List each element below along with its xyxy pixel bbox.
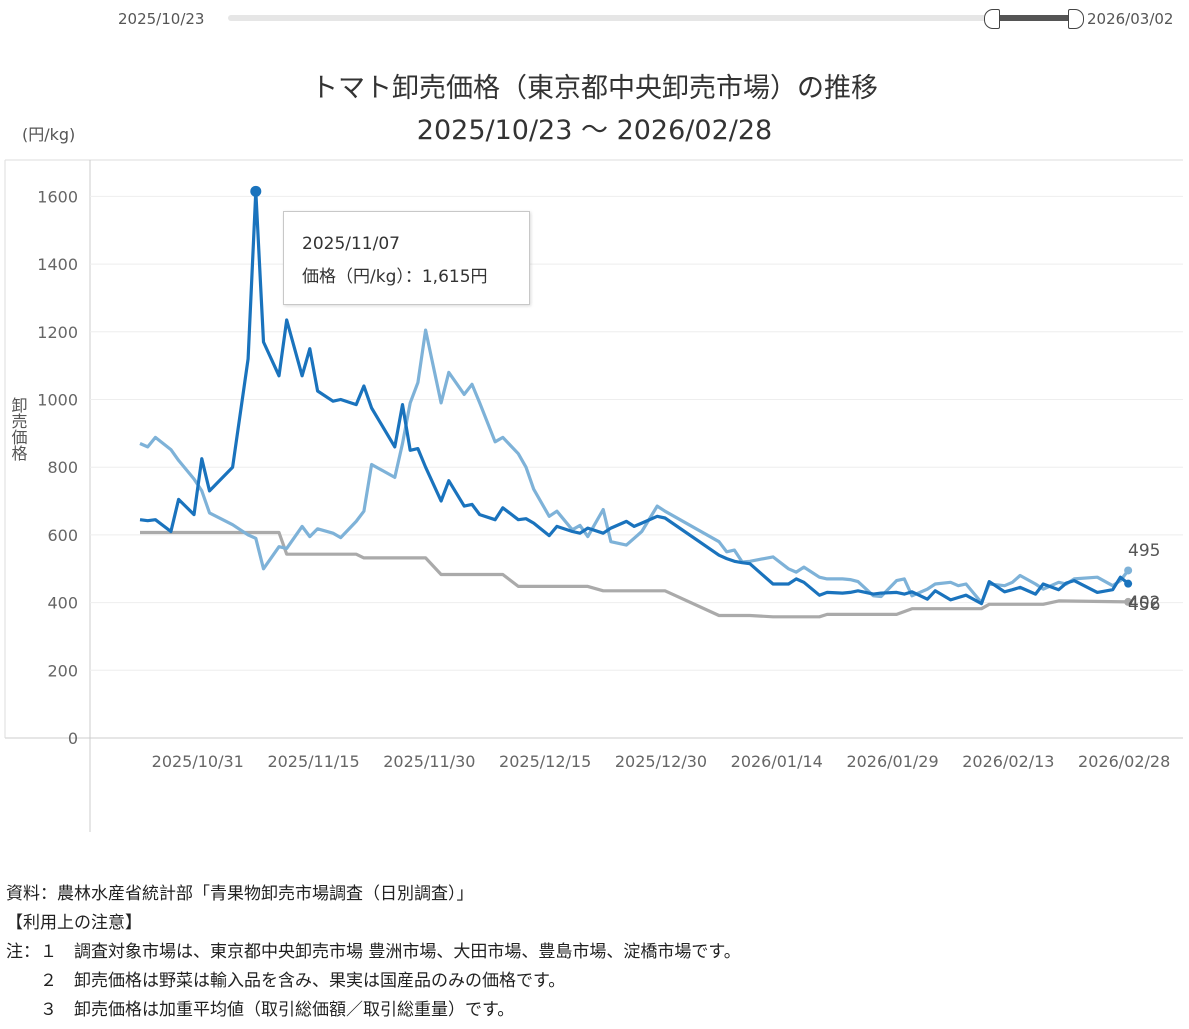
x-tick-label: 2026/02/13: [962, 752, 1054, 771]
price-line-chart[interactable]: 0 200 400 600 800 1000 1200 1400 1600 2025/10/31…: [0, 155, 1189, 835]
unit-label: (円/kg): [22, 125, 76, 144]
data-tooltip: 2025/11/07 価格（円/kg）：1,615円: [283, 211, 530, 305]
y-tick-label: 800: [47, 458, 78, 477]
series-end-point: [1124, 579, 1133, 588]
y-tick-label: 1000: [37, 391, 78, 410]
chart-subtitle: 2025/10/23 ～ 2026/02/28: [416, 115, 773, 146]
note-line: 資料：農林水産省統計部「青果物卸売市場調査（日別調査）」: [6, 884, 474, 904]
x-tick-label: 2025/11/30: [383, 752, 475, 771]
range-selection[interactable]: [992, 15, 1074, 21]
y-tick-label: 200: [47, 661, 78, 680]
source-notes: 資料：農林水産省統計部「青果物卸売市場調査（日別調査）」 【利用上の注意】注：１ …: [6, 880, 741, 1025]
x-tick-label: 2026/02/28: [1078, 752, 1170, 771]
range-track[interactable]: [228, 15, 1074, 21]
series-line: [140, 530, 1129, 619]
note-line: 【利用上の注意】: [6, 913, 142, 933]
x-tick-label: 2025/10/31: [152, 752, 244, 771]
x-tick-label: 2025/12/15: [499, 752, 591, 771]
tooltip-date: 2025/11/07: [302, 234, 400, 254]
x-tick-label: 2026/01/14: [731, 752, 823, 771]
end-value-label: 402: [1128, 593, 1160, 613]
date-range-slider[interactable]: 2025/10/23 2026/03/02: [0, 0, 1189, 40]
y-tick-label: 1600: [37, 187, 78, 206]
y-tick-label: 1200: [37, 323, 78, 342]
end-value-label: 456: [1128, 595, 1160, 615]
x-tick-label: 2026/01/29: [846, 752, 938, 771]
y-tick-label: 0: [68, 729, 78, 748]
note-line: 注：１ 調査対象市場は、東京都中央卸売市場 豊洲市場、大田市場、豊島市場、淀橋市…: [6, 942, 741, 962]
end-value-label: 495: [1128, 541, 1160, 561]
y-tick-label: 400: [47, 594, 78, 613]
range-handle-left[interactable]: [984, 9, 1000, 29]
range-end-label: 2026/03/02: [1087, 10, 1174, 28]
x-tick-label: 2025/12/30: [615, 752, 707, 771]
y-tick-label: 600: [47, 526, 78, 545]
tooltip-value: 価格（円/kg）：1,615円: [302, 267, 488, 287]
range-start-label: 2025/10/23: [118, 10, 205, 28]
series-line: [139, 189, 1130, 606]
y-tick-label: 1400: [37, 255, 78, 274]
chart-title: トマト卸売価格（東京都中央卸売市場）の推移: [311, 73, 878, 104]
series-line: [139, 328, 1130, 605]
y-axis-title: 卸売価格: [9, 397, 28, 461]
highlight-point: [250, 185, 262, 197]
x-tick-label: 2025/11/15: [267, 752, 359, 771]
range-handle-right[interactable]: [1068, 9, 1084, 29]
note-line: ２ 卸売価格は野菜は輸入品を含み、果実は国産品のみの価格です。: [6, 971, 566, 991]
note-line: ３ 卸売価格は加重平均値（取引総価額／取引総重量）です。: [6, 1000, 515, 1020]
series-end-point: [1124, 597, 1133, 606]
series-end-point: [1124, 566, 1133, 575]
